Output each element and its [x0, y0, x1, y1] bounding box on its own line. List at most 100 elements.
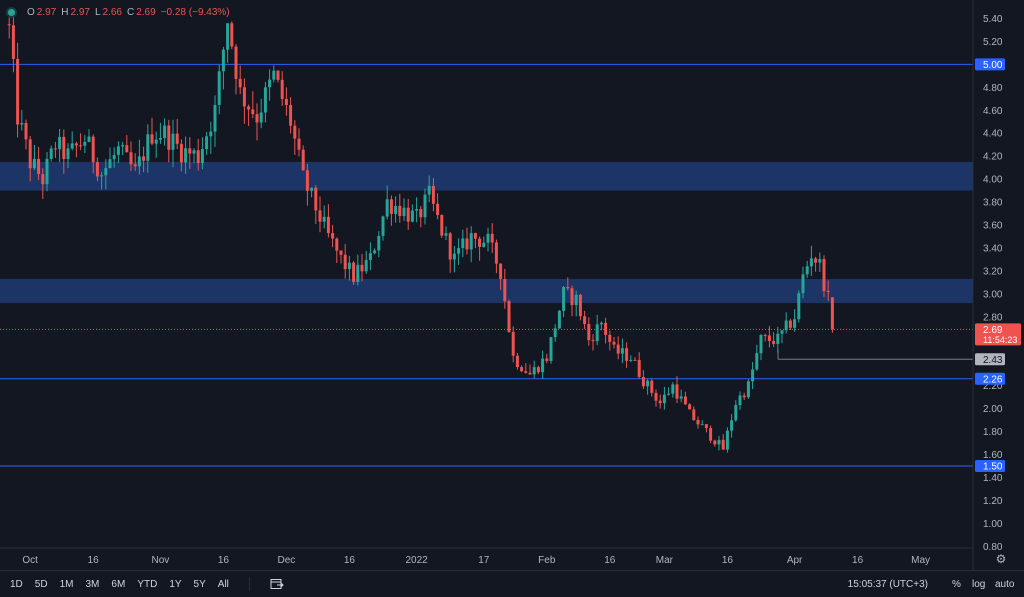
- candle: [734, 400, 738, 422]
- range-ytd-button[interactable]: YTD: [137, 578, 158, 590]
- candle: [482, 236, 486, 248]
- candle-body: [725, 430, 729, 450]
- candle-body: [654, 392, 658, 401]
- candle: [654, 389, 658, 407]
- candle-body: [108, 159, 112, 169]
- candle: [263, 81, 267, 123]
- candle-body: [335, 238, 339, 251]
- candle: [87, 129, 91, 143]
- time-tick-label: Feb: [538, 555, 556, 566]
- candle-body: [146, 134, 150, 161]
- candle-body: [217, 71, 221, 105]
- candle: [66, 143, 70, 169]
- gear-icon[interactable]: ⚙: [995, 552, 1007, 566]
- zone-1: [0, 278, 973, 304]
- candle-body: [553, 328, 557, 338]
- log-scale-toggle[interactable]: log: [972, 578, 986, 590]
- candle: [520, 365, 524, 373]
- candle: [545, 353, 549, 364]
- candle: [377, 231, 381, 258]
- candle-body: [171, 133, 175, 150]
- candle: [37, 146, 41, 181]
- candle-body: [608, 334, 612, 342]
- candlestick-chart[interactable]: 5.40 5.20 4.80 4.60 4.40 4.20 4.00 3.80 3.60 3.40…: [0, 0, 1024, 570]
- candle: [167, 119, 171, 163]
- time-axis[interactable]: Oct 16 Nov 16 Dec 16 2022 17 Feb 16 Mar 16 Apr 16 May: [22, 555, 930, 566]
- calendar-goto-icon[interactable]: [270, 578, 284, 590]
- candle-body: [301, 149, 305, 171]
- candle: [528, 364, 532, 375]
- candle-body: [310, 187, 314, 191]
- candle-body: [137, 156, 141, 167]
- candle: [398, 193, 402, 223]
- candle-body: [62, 136, 66, 159]
- candle-body: [112, 154, 116, 160]
- level-500-tag-bg: [975, 58, 1005, 71]
- candle-body: [121, 145, 125, 147]
- candle: [45, 151, 49, 192]
- candle: [255, 103, 259, 141]
- candle-body: [331, 233, 335, 239]
- candle-body: [389, 199, 393, 214]
- price-axis[interactable]: 5.40 5.20 4.80 4.60 4.40 4.20 4.00 3.80 3.60 3.40…: [983, 14, 1003, 553]
- candle-body: [209, 131, 213, 137]
- candle-body: [289, 105, 293, 126]
- range-5d-button[interactable]: 5D: [34, 578, 48, 590]
- percent-scale-toggle[interactable]: %: [952, 578, 961, 590]
- range-1y-button[interactable]: 1Y: [169, 578, 182, 590]
- time-tick-label: 16: [218, 555, 230, 566]
- candle: [675, 376, 679, 403]
- range-1d-button[interactable]: 1D: [10, 578, 23, 590]
- candle-body: [599, 322, 603, 325]
- candle: [205, 131, 209, 155]
- candle: [356, 254, 360, 286]
- range-all-button[interactable]: All: [217, 578, 229, 590]
- candle: [226, 23, 230, 63]
- candle-body: [368, 253, 372, 261]
- level-500-tag-text: 5.00: [983, 60, 1003, 71]
- candle: [213, 95, 217, 147]
- candle: [53, 141, 57, 158]
- candle: [457, 238, 461, 265]
- price-tick-label: 1.20: [983, 496, 1003, 507]
- ohlc-legend: O 2.97 H 2.97 L 2.66 C 2.69 −0.28 (−9.43…: [8, 4, 233, 20]
- candle-body: [158, 138, 162, 140]
- candle-body: [797, 293, 801, 320]
- candle-body: [692, 409, 696, 420]
- candle: [490, 223, 494, 253]
- candle: [679, 389, 683, 403]
- candle: [616, 336, 620, 360]
- candle-body: [398, 205, 402, 217]
- range-6m-button[interactable]: 6M: [111, 578, 126, 590]
- candle-body: [226, 23, 230, 50]
- candle-body: [322, 216, 326, 222]
- auto-scale-toggle[interactable]: auto: [995, 578, 1015, 590]
- time-tick-label: 16: [604, 555, 616, 566]
- symbol-status-icon[interactable]: [8, 8, 15, 16]
- level-226-tag-bg: [975, 372, 1005, 385]
- candle-body: [293, 125, 297, 139]
- candle-body: [473, 233, 477, 239]
- price-tick-label: 3.40: [983, 243, 1003, 254]
- candle: [394, 196, 398, 223]
- candle: [230, 21, 234, 50]
- candle: [604, 317, 608, 344]
- candle-body: [125, 145, 129, 153]
- range-1m-button[interactable]: 1M: [59, 578, 74, 590]
- candle-body: [604, 322, 608, 335]
- candle: [562, 285, 566, 318]
- candle-body: [221, 49, 225, 72]
- range-5y-button[interactable]: 5Y: [193, 578, 206, 590]
- candle: [553, 324, 557, 342]
- price-tick-label: 3.00: [983, 289, 1003, 300]
- candle-body: [364, 260, 368, 272]
- horizontal-levels: [0, 63, 973, 467]
- range-3m-button[interactable]: 3M: [85, 578, 100, 590]
- candle: [759, 334, 763, 361]
- candle-body: [179, 143, 183, 163]
- clock-timezone[interactable]: 15:05:37 (UTC+3): [847, 578, 928, 590]
- candle: [704, 424, 708, 433]
- candle: [70, 131, 74, 151]
- candle-body: [360, 264, 364, 272]
